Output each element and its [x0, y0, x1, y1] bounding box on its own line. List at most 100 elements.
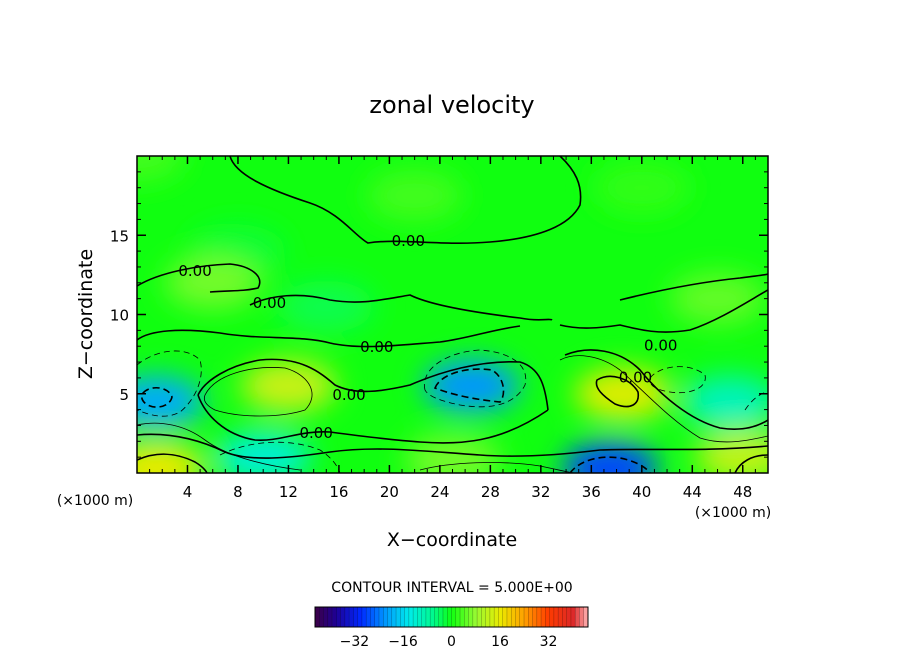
colorbar-cell	[413, 607, 418, 627]
colorbar-cell	[370, 607, 376, 627]
colorbar-cell	[515, 607, 521, 627]
colorbar-tick-label: 32	[540, 634, 558, 650]
x-tick-label: 24	[430, 483, 449, 501]
field-blob	[164, 256, 261, 309]
colorbar-cell	[349, 607, 354, 627]
contour-labels: 0.00 0.00 0.00 0.00 0.00 0.00 0.00 0.00	[178, 232, 677, 442]
plot-area: 0.000.000.000.00 0.000.000.000.00 4 8 12 16 2…	[110, 155, 769, 501]
contour-interval-text: CONTOUR INTERVAL = 5.000E+00	[331, 580, 572, 596]
field-blob	[574, 367, 671, 420]
contour-label: 0.00	[300, 424, 333, 442]
contour-line	[559, 355, 768, 443]
field-blob	[240, 359, 337, 412]
contour-line	[744, 391, 768, 411]
contour-label: 0.00	[178, 262, 211, 280]
colorbar-cell	[579, 607, 585, 627]
contour-line	[734, 454, 768, 473]
colorbar-cell	[361, 607, 367, 627]
colorbar-cell	[528, 607, 533, 627]
colorbar-cell	[524, 607, 529, 627]
contour-line	[423, 349, 527, 408]
colorbar-cell	[583, 607, 589, 627]
contour-line	[229, 156, 582, 244]
contour-line	[137, 325, 521, 348]
colorbar-cell	[391, 607, 397, 627]
colorbar-cell	[549, 607, 555, 627]
colorbar-cell	[460, 607, 465, 627]
x-tick-label: 28	[481, 483, 500, 501]
x-tick-label: 48	[733, 483, 752, 501]
colorbar-cell	[553, 607, 559, 627]
x-tick-label: 4	[183, 483, 193, 501]
y-axis-label: Z−coordinate	[75, 249, 97, 379]
field-blob	[278, 280, 375, 333]
colorbar-cell	[451, 607, 457, 627]
x-unit-label-left: (×1000 m)	[57, 493, 133, 509]
colorbar-tick-label: −32	[340, 634, 370, 650]
colorbar-cell	[344, 607, 350, 627]
colorbar-tick-label: 0	[447, 634, 456, 650]
contour-line	[137, 433, 768, 459]
colorbar-cell	[366, 607, 371, 627]
colorbar-cell	[438, 607, 444, 627]
velocity-field	[137, 156, 768, 473]
contour-label: 0.00	[332, 386, 365, 404]
colorbar-cell	[545, 607, 550, 627]
colorbar-frame	[314, 606, 589, 628]
colorbar-cell	[494, 607, 499, 627]
colorbar-cell	[532, 607, 538, 627]
contour-line	[137, 422, 301, 471]
field-blob	[593, 161, 690, 214]
contour-label: 0.00	[253, 294, 286, 312]
chart-title: zonal velocity	[369, 91, 534, 119]
contour-label: 0.00	[644, 337, 677, 355]
contour-line	[419, 462, 576, 473]
colorbar-cell	[536, 607, 542, 627]
field-blob	[682, 375, 768, 428]
colorbar-cell	[430, 607, 435, 627]
colorbar-cell	[442, 607, 448, 627]
colorbar-cell	[408, 607, 414, 627]
x-tick-label: 36	[582, 483, 601, 501]
contour-lines	[137, 156, 768, 473]
colorbar-cell	[315, 607, 320, 627]
colorbar-cell	[319, 607, 324, 627]
colorbar-cell	[481, 607, 486, 627]
colorbar-cell	[396, 607, 401, 627]
field-blob	[366, 169, 463, 222]
y-tick-label: 10	[110, 307, 129, 325]
colorbar-cell	[502, 607, 508, 627]
field-blob	[137, 156, 185, 182]
colorbar-cell	[340, 607, 346, 627]
contour-line	[564, 349, 768, 430]
colorbar-cell	[562, 607, 567, 627]
colorbar-cell	[353, 607, 358, 627]
x-tick-label: 40	[632, 483, 651, 501]
contour-line	[137, 263, 261, 293]
colorbar-cell	[323, 607, 329, 627]
x-tick-label: 20	[380, 483, 399, 501]
colorbar-cell	[417, 607, 422, 627]
colorbar-cell	[519, 607, 525, 627]
contour-line	[203, 367, 313, 417]
colorbar-cell	[511, 607, 516, 627]
colorbar-cell	[332, 607, 337, 627]
y-tick-label: 5	[119, 386, 129, 404]
colorbar-cell	[425, 607, 431, 627]
contour-line	[619, 273, 768, 301]
colorbar-cell	[447, 607, 452, 627]
colorbar-cell	[378, 607, 384, 627]
contour-label: 0.00	[392, 232, 425, 250]
colorbar-cell	[421, 607, 427, 627]
colorbar-tick-label: −16	[388, 634, 418, 650]
colorbar-cell	[336, 607, 341, 627]
x-tick-label: 32	[531, 483, 550, 501]
contour-line	[559, 289, 768, 333]
x-tick-label: 16	[329, 483, 348, 501]
colorbar: −32 −16 0 16 32	[314, 606, 589, 650]
colorbar-cell	[468, 607, 474, 627]
x-tick-label: 12	[279, 483, 298, 501]
colorbar-cell	[400, 607, 405, 627]
colorbar-cell	[434, 607, 440, 627]
colorbar-cell	[477, 607, 482, 627]
